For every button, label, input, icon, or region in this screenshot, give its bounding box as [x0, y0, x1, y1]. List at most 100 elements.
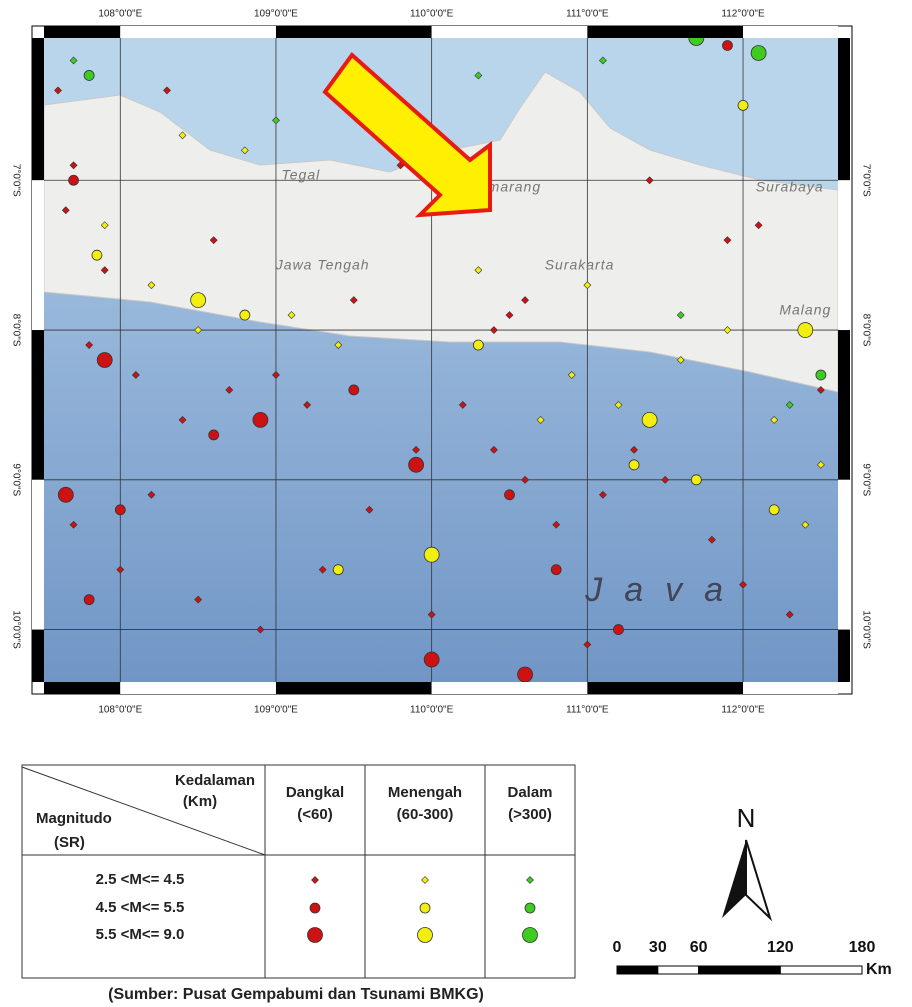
legend-symbol — [527, 877, 534, 884]
legend: Kedalaman (Km) Magnitudo (SR) Dangkal (<6… — [36, 772, 553, 943]
magnitude-unit: (SR) — [54, 834, 85, 851]
frame-bar — [32, 480, 44, 630]
frame-bar — [838, 330, 850, 480]
earthquake — [69, 175, 79, 185]
place-label: Jawa Tengah — [275, 256, 370, 272]
earthquake — [551, 565, 561, 575]
x-tick-label: 112°0'0"E — [721, 9, 765, 20]
magnitude-title: Magnitudo — [36, 810, 112, 827]
frame-bar — [838, 38, 850, 180]
place-label: Tegal — [282, 166, 321, 182]
earthquake — [751, 45, 766, 60]
frame-bar — [32, 330, 44, 480]
legend-symbol — [420, 903, 430, 913]
frame-bar — [587, 26, 743, 38]
x-tick-label: 109°0'0"E — [254, 705, 298, 716]
y-tick-label: 8°0'0"S — [860, 314, 871, 347]
legend-symbol — [312, 877, 319, 884]
earthquake — [518, 667, 533, 682]
frame-bar — [120, 682, 276, 694]
frame-bar — [276, 26, 432, 38]
y-tick-label: 7°0'0"S — [10, 164, 21, 197]
scale-label: 0 — [613, 939, 622, 956]
x-tick-label: 108°0'0"E — [98, 9, 142, 20]
figure: TegalSemarangJawa TengahSurakartaSurabay… — [0, 0, 912, 1007]
legend-symbol — [418, 928, 433, 943]
earthquake — [209, 430, 219, 440]
frame-bar — [838, 630, 850, 682]
x-tick-label: 110°0'0"E — [410, 705, 454, 716]
earthquake — [424, 547, 439, 562]
scale-unit: Km — [866, 961, 892, 978]
scale-segment — [780, 966, 862, 974]
frame-bar — [838, 480, 850, 630]
frame-bar — [432, 682, 588, 694]
earthquake — [115, 505, 125, 515]
depth-range: (>300) — [508, 806, 552, 823]
frame-bar — [276, 682, 432, 694]
earthquake — [613, 625, 623, 635]
frame-bar — [32, 630, 44, 682]
earthquake — [798, 323, 813, 338]
earthquake — [722, 40, 732, 50]
frame-bar — [44, 26, 120, 38]
north-right — [746, 840, 770, 918]
y-tick-label: 8°0'0"S — [10, 314, 21, 347]
frame-bar — [743, 26, 838, 38]
earthquake — [409, 457, 424, 472]
earthquake — [738, 100, 748, 110]
y-tick-label: 9°0'0"S — [10, 463, 21, 496]
place-label: Surakarta — [545, 256, 615, 272]
legend-symbol — [525, 903, 535, 913]
x-tick-label: 108°0'0"E — [98, 705, 142, 716]
depth-range: (60-300) — [397, 806, 454, 823]
legend-symbol — [422, 877, 429, 884]
earthquake — [58, 487, 73, 502]
scale-segment — [658, 966, 699, 974]
earthquake — [769, 505, 779, 515]
x-tick-label: 111°0'0"E — [566, 705, 609, 716]
earthquake — [191, 293, 206, 308]
frame-bar — [432, 26, 588, 38]
legend-symbol — [308, 928, 323, 943]
depth-title: Kedalaman — [175, 772, 255, 789]
north-left — [722, 840, 746, 918]
earthquake — [240, 310, 250, 320]
earthquake — [253, 412, 268, 427]
depth-range: (<60) — [297, 806, 332, 823]
place-label: Surabaya — [756, 178, 824, 194]
earthquake — [84, 70, 94, 80]
x-tick-label: 112°0'0"E — [721, 705, 765, 716]
magnitude-class: 4.5 <M<= 5.5 — [96, 899, 185, 916]
scale-label: 60 — [690, 939, 708, 956]
x-tick-label: 111°0'0"E — [566, 9, 609, 20]
earthquake — [84, 595, 94, 605]
scale-label: 180 — [849, 939, 876, 956]
earthquake — [349, 385, 359, 395]
scale-bar: 03060120180Km — [613, 939, 892, 978]
scale-label: 30 — [649, 939, 667, 956]
earthquake — [505, 490, 515, 500]
depth-class: Dangkal — [286, 784, 344, 801]
earthquake — [642, 412, 657, 427]
frame-bar — [44, 682, 120, 694]
magnitude-class: 2.5 <M<= 4.5 — [96, 871, 185, 888]
scale-segment — [699, 966, 781, 974]
earthquake — [629, 460, 639, 470]
earthquake — [333, 565, 343, 575]
place-label: Java — [584, 571, 745, 609]
magnitude-class: 5.5 <M<= 9.0 — [96, 926, 185, 943]
legend-symbol — [523, 928, 538, 943]
frame-bar — [587, 682, 743, 694]
source: (Sumber: Pusat Gempabumi dan Tsunami BMK… — [108, 986, 484, 1003]
north-arrow: N — [722, 803, 770, 918]
scale-segment — [617, 966, 658, 974]
depth-unit: (Km) — [183, 793, 217, 810]
page: {"map": { "xlim": [107.51, 112.61], "yli… — [0, 0, 912, 1007]
depth-class: Menengah — [388, 784, 462, 801]
earthquake — [92, 250, 102, 260]
frame-bar — [32, 180, 44, 330]
y-tick-label: 10°0'0"S — [860, 610, 871, 649]
body: TegalSemarangJawa TengahSurakartaSurabay… — [0, 0, 912, 1007]
earthquake — [97, 353, 112, 368]
